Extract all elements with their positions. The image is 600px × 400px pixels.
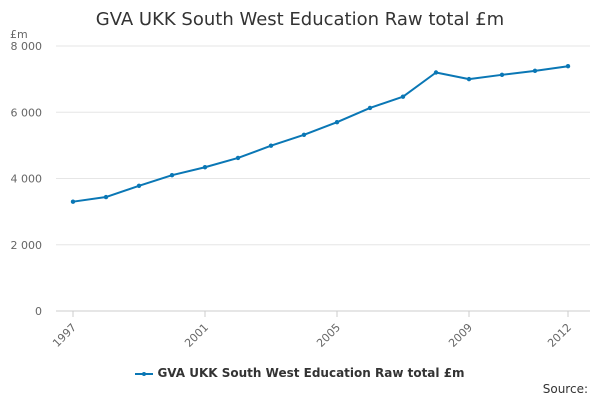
- gridlines: [56, 45, 590, 312]
- x-tick-label: 2009: [446, 321, 475, 350]
- y-tick-label: 8 000: [11, 40, 43, 53]
- y-tick-label: 6 000: [11, 106, 43, 119]
- data-point: [70, 199, 76, 204]
- data-point: [565, 64, 571, 69]
- data-point: [169, 172, 175, 178]
- series-line: [72, 65, 569, 203]
- data-point: [103, 194, 109, 200]
- data-point: [367, 105, 373, 111]
- y-axis-label: £m: [10, 28, 28, 41]
- source-label: Source:: [542, 382, 588, 396]
- chart-title: GVA UKK South West Education Raw total £…: [95, 9, 505, 30]
- x-tick-label: 2012: [545, 321, 574, 350]
- data-point: [301, 132, 307, 137]
- data-point: [433, 70, 439, 75]
- data-point: [466, 76, 472, 82]
- x-axis-ticks: 1997 2001 2005 2009 2012: [50, 311, 574, 350]
- data-point: [268, 143, 274, 148]
- data-point: [136, 183, 142, 188]
- x-tick-label: 1997: [50, 321, 79, 350]
- legend[interactable]: GVA UKK South West Education Raw total £…: [0, 366, 600, 380]
- y-axis-ticks: 0 2 000 4 000 6 000 8 000: [11, 40, 43, 318]
- data-point: [532, 68, 538, 74]
- series-layer: [70, 64, 571, 204]
- y-tick-label: 2 000: [11, 239, 43, 252]
- data-point: [235, 155, 241, 161]
- data-point: [400, 94, 406, 99]
- legend-label: GVA UKK South West Education Raw total £…: [157, 366, 465, 380]
- y-tick-label: 0: [35, 305, 42, 318]
- x-tick-label: 2001: [182, 321, 211, 350]
- y-tick-label: 4 000: [11, 173, 43, 186]
- data-point: [499, 72, 505, 78]
- legend-swatch-icon: [135, 369, 154, 379]
- data-point: [334, 119, 340, 125]
- data-point: [202, 165, 208, 170]
- x-tick-label: 2005: [314, 321, 343, 350]
